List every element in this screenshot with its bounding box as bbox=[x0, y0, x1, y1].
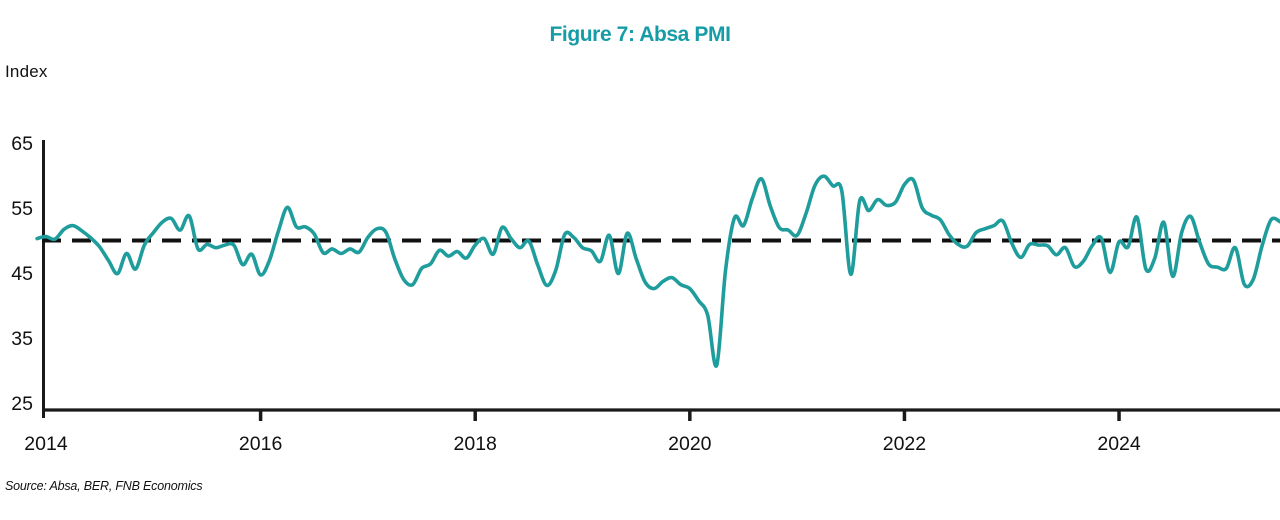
source-note: Source: Absa, BER, FNB Economics bbox=[5, 479, 203, 493]
x-tick-label-2020: 2020 bbox=[668, 433, 712, 455]
x-tick-label-2022: 2022 bbox=[883, 433, 926, 455]
y-tick-label-35: 35 bbox=[11, 328, 33, 350]
y-axis-unit-label: Index bbox=[5, 62, 48, 81]
x-tick-label-2016: 2016 bbox=[239, 433, 282, 455]
x-tick-label-2024: 2024 bbox=[1097, 433, 1141, 455]
x-tick-label-2018: 2018 bbox=[454, 433, 497, 455]
x-tick-label-2014: 2014 bbox=[24, 433, 68, 455]
y-tick-label-65: 65 bbox=[11, 133, 33, 155]
y-tick-label-25: 25 bbox=[11, 393, 33, 415]
y-tick-label-55: 55 bbox=[11, 198, 33, 220]
pmi-line-series bbox=[35, 174, 1280, 368]
figure-title: Figure 7: Absa PMI bbox=[549, 23, 731, 46]
y-tick-label-45: 45 bbox=[11, 263, 33, 285]
